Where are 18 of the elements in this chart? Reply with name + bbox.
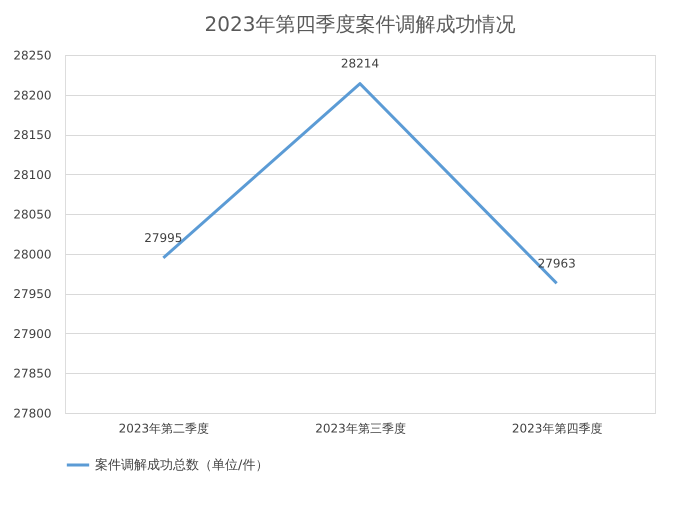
y-tick-label: 27800 bbox=[13, 406, 52, 420]
x-tick-label: 2023年第四季度 bbox=[512, 422, 602, 436]
data-label: 27963 bbox=[538, 256, 576, 270]
y-tick-label: 28200 bbox=[13, 88, 52, 102]
x-tick-label: 2023年第二季度 bbox=[118, 422, 210, 436]
y-tick-label: 27900 bbox=[13, 326, 52, 341]
y-tick-label: 28050 bbox=[13, 208, 52, 222]
x-tick-label: 2023年第三季度 bbox=[315, 422, 406, 436]
data-label: 27995 bbox=[144, 230, 182, 245]
y-tick-label: 28000 bbox=[13, 247, 52, 262]
y-tick-label: 28150 bbox=[13, 128, 52, 142]
data-label: 28214 bbox=[340, 56, 380, 71]
y-tick-label: 27950 bbox=[13, 287, 52, 302]
chart-title: 2023年第四季度案件调解成功情况 bbox=[204, 12, 516, 36]
y-tick-label: 27850 bbox=[13, 366, 52, 381]
y-tick-label: 28250 bbox=[13, 48, 52, 62]
y-tick-label: 28100 bbox=[13, 168, 52, 182]
legend-label: 案件调解成功总数（单位/件） bbox=[95, 457, 268, 473]
